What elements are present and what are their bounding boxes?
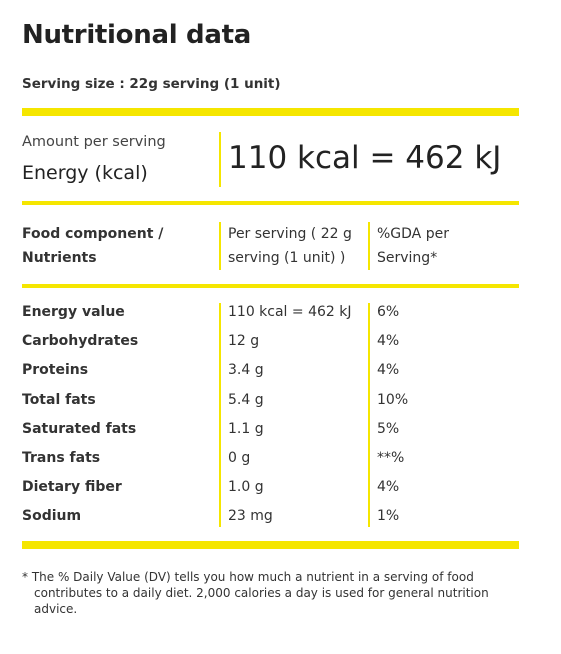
column-divider: [219, 303, 221, 527]
per-serving: 23 mg: [228, 508, 273, 525]
divider: [22, 201, 519, 205]
gda-percent: **%: [377, 450, 405, 466]
gda-percent: 4%: [377, 479, 400, 496]
column-divider: [368, 222, 370, 270]
nutrient-name: Total fats: [22, 391, 96, 408]
per-serving: 110 kcal = 462 kJ: [228, 304, 352, 320]
per-serving: 1.1 g: [228, 420, 264, 437]
serving-size: Serving size : 22g serving (1 unit): [22, 76, 281, 92]
divider: [22, 108, 519, 116]
nutrient-name: Carbohydrates: [22, 333, 139, 350]
per-serving: 5.4 g: [228, 391, 264, 408]
nutrient-name: Trans fats: [22, 450, 101, 466]
per-serving: 12 g: [228, 333, 260, 350]
gda-percent: 10%: [377, 391, 409, 408]
header-cell: Per serving ( 22 g serving (1 unit) ): [228, 226, 352, 266]
footnote: * The % Daily Value (DV) tells you how m…: [22, 570, 489, 616]
column-divider: [219, 132, 221, 187]
divider: [22, 541, 519, 549]
amount-label: Amount per serving: [22, 134, 166, 150]
nutrient-name: Dietary fiber: [22, 479, 122, 496]
gda-percent: 1%: [377, 508, 400, 525]
nutrient-name: Saturated fats: [22, 420, 137, 437]
nutrient-name: Energy value: [22, 304, 125, 320]
divider: [22, 284, 519, 288]
energy-value: 110 kcal = 462 kJ: [228, 140, 502, 176]
gda-percent: 4%: [377, 333, 400, 350]
header-cell: %GDA per Serving*: [377, 226, 449, 266]
gda-percent: 4%: [377, 362, 400, 379]
per-serving: 0 g: [228, 450, 251, 466]
column-divider: [219, 222, 221, 270]
gda-percent: 5%: [377, 420, 400, 437]
energy-name: Energy (kcal): [22, 162, 148, 184]
header-cell: Food component / Nutrients: [22, 226, 164, 266]
column-divider: [368, 303, 370, 527]
nutrient-name: Proteins: [22, 362, 89, 379]
nutrient-name: Sodium: [22, 508, 82, 525]
per-serving: 3.4 g: [228, 362, 264, 379]
per-serving: 1.0 g: [228, 479, 264, 496]
title: Nutritional data: [22, 20, 251, 50]
gda-percent: 6%: [377, 304, 400, 320]
